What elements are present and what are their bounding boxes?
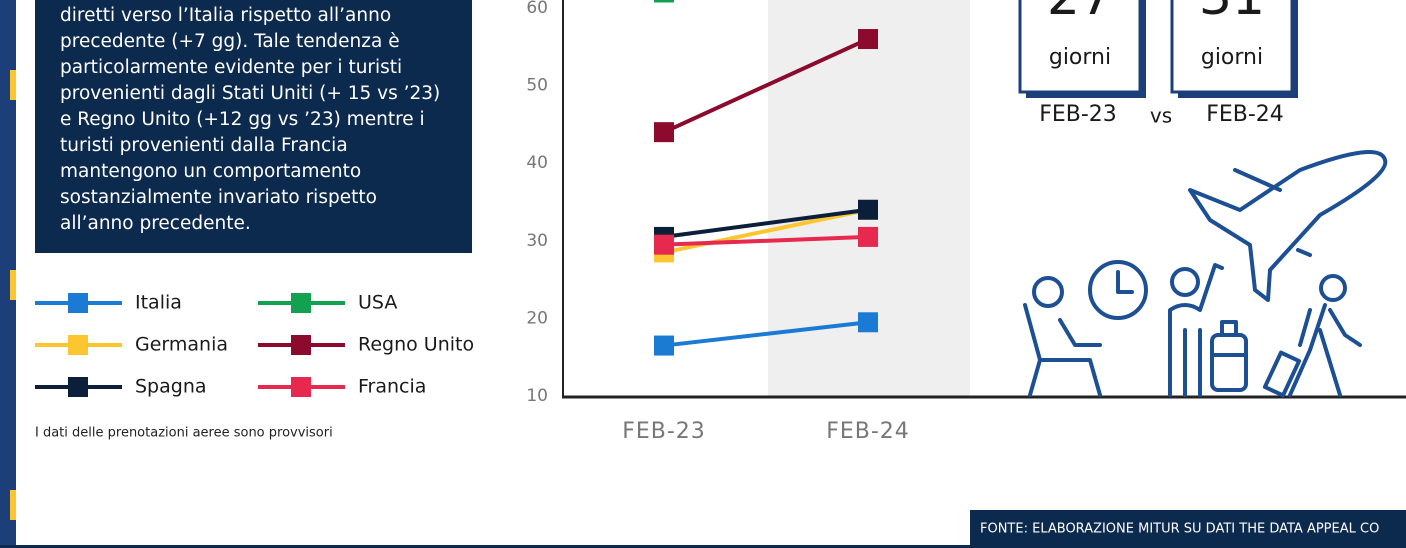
x-tick-label: FEB-23 bbox=[622, 419, 706, 444]
y-tick-label: 30 bbox=[526, 231, 548, 251]
stat-unit: giorni bbox=[1049, 45, 1111, 70]
edge-accent bbox=[10, 270, 16, 300]
marker bbox=[858, 312, 878, 332]
panel-line: turisti provenienti dalla Francia bbox=[60, 135, 348, 156]
stat-unit: giorni bbox=[1201, 45, 1263, 70]
panel-line: diretti verso l’Italia rispetto all’anno bbox=[60, 5, 391, 26]
panel-line: precedente (+7 gg). Tale tendenza è bbox=[60, 31, 400, 52]
y-tick-label: 50 bbox=[526, 76, 548, 96]
legend-marker bbox=[68, 377, 88, 397]
vs-label: vs bbox=[1150, 104, 1172, 128]
panel-line: e Regno Unito (+12 gg vs ’23) mentre i bbox=[60, 109, 425, 130]
edge-accent bbox=[10, 70, 16, 100]
marker bbox=[858, 200, 878, 220]
marker bbox=[858, 227, 878, 247]
marker bbox=[654, 0, 674, 2]
panel-line: all’anno precedente. bbox=[60, 213, 251, 234]
panel-line: mantengono un comportamento bbox=[60, 161, 361, 182]
stat-value: 31 bbox=[1199, 0, 1265, 27]
legend-label: Regno Unito bbox=[358, 334, 474, 356]
y-tick-label: 10 bbox=[526, 386, 548, 406]
stat-label: FEB-23 bbox=[1039, 102, 1117, 127]
note: I dati delle prenotazioni aeree sono pro… bbox=[35, 426, 333, 441]
panel-line: particolarmente evidente per i turisti bbox=[60, 57, 402, 78]
marker bbox=[654, 336, 674, 356]
source: FONTE: ELABORAZIONE MITUR SU DATI THE DA… bbox=[980, 522, 1379, 537]
legend-label: Francia bbox=[358, 376, 426, 398]
y-tick-label: 60 bbox=[526, 0, 548, 18]
legend-marker bbox=[68, 293, 88, 313]
infographic: I dati delle prenotazioni aeree sono pro… bbox=[0, 0, 1406, 548]
legend-label: Italia bbox=[135, 292, 182, 314]
legend-marker bbox=[291, 377, 311, 397]
panel-line: sostanzialmente invariato rispetto bbox=[60, 187, 377, 208]
marker bbox=[858, 29, 878, 49]
legend-marker bbox=[291, 293, 311, 313]
edge-accent bbox=[10, 490, 16, 520]
stat-label: FEB-24 bbox=[1206, 102, 1284, 127]
y-tick-label: 20 bbox=[526, 308, 548, 328]
legend-marker bbox=[291, 335, 311, 355]
marker bbox=[654, 235, 674, 255]
highlight-band-shape bbox=[768, 0, 970, 398]
legend-marker bbox=[68, 335, 88, 355]
legend-label: Spagna bbox=[135, 376, 207, 398]
y-tick-label: 40 bbox=[526, 153, 548, 173]
stat-value: 27 bbox=[1047, 0, 1113, 27]
x-tick-label: FEB-24 bbox=[826, 419, 910, 444]
marker bbox=[654, 122, 674, 142]
legend-label: Germania bbox=[135, 334, 228, 356]
legend-label: USA bbox=[358, 292, 397, 314]
panel-line: provenienti dagli Stati Uniti (+ 15 vs ’… bbox=[60, 83, 440, 104]
travel-illustration bbox=[1025, 152, 1385, 395]
